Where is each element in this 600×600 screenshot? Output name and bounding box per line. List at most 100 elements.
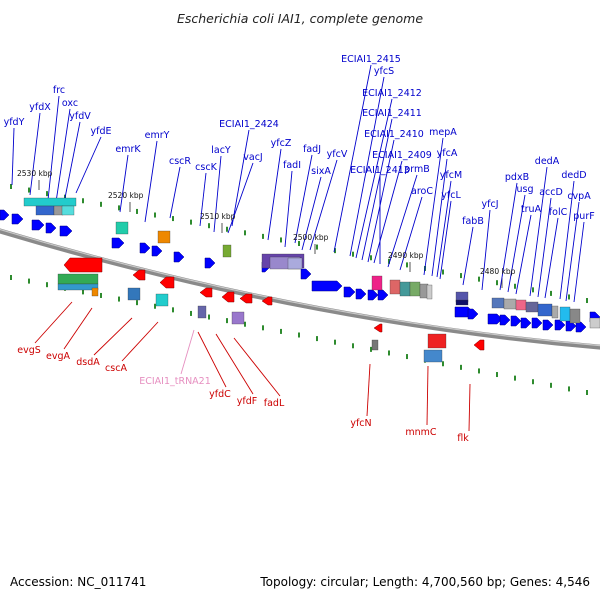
forward-gene-arrow — [139, 242, 151, 254]
forward-leader-line — [565, 201, 580, 302]
reverse-gene-arrow — [261, 296, 273, 306]
forward-leader-line — [309, 159, 338, 251]
forward-leader-line — [462, 226, 474, 286]
upper-scale-dot — [532, 287, 534, 293]
forward-gene-label-fadi: fadI — [283, 160, 301, 171]
feature-box — [53, 205, 64, 216]
lower-scale-dot — [514, 375, 516, 381]
forward-gene-arrow — [554, 319, 566, 331]
lower-scale-dot — [28, 278, 30, 284]
feature-box — [427, 333, 447, 349]
forward-gene-label-purf: purF — [573, 211, 594, 222]
forward-gene-label-oxc: oxc — [62, 98, 78, 109]
feature-box — [389, 279, 401, 295]
feature-box — [409, 281, 421, 297]
forward-gene-label-yfcm: yfcM — [440, 170, 462, 181]
lower-scale-dot — [82, 289, 84, 295]
feature-box — [423, 349, 443, 363]
forward-leader-line — [387, 174, 418, 268]
lower-scale-dot — [568, 386, 570, 392]
reverse-gene-arrow — [373, 323, 383, 333]
forward-leader-line — [75, 136, 102, 194]
forward-leader-line — [11, 127, 15, 186]
lower-scale-dot — [298, 332, 300, 338]
forward-leader-line — [373, 160, 403, 264]
feature-box — [371, 339, 379, 351]
forward-leader-line — [29, 112, 41, 196]
lower-scale-dot — [100, 292, 102, 298]
forward-leader-line — [169, 166, 181, 219]
forward-leader-line — [63, 121, 81, 204]
forward-gene-label-eciai1-2412: ECIAI1_2412 — [362, 88, 422, 99]
forward-gene-label-yfcj: yfcJ — [482, 199, 499, 210]
forward-gene-label-yfdy: yfdY — [4, 117, 25, 128]
forward-gene-label-vacj: vacJ — [243, 152, 262, 163]
lower-scale-dot — [280, 328, 282, 334]
feature-box — [399, 281, 411, 297]
lower-scale-dot — [46, 282, 48, 288]
feature-box — [155, 293, 169, 307]
forward-gene-arrow — [367, 289, 379, 301]
reverse-gene-arrow — [221, 291, 235, 303]
forward-leader-line — [231, 129, 250, 227]
forward-leader-line — [507, 194, 526, 293]
forward-leader-line — [573, 221, 585, 303]
forward-gene-arrow — [31, 219, 45, 231]
reverse-gene-label-dsda: dsdA — [76, 357, 100, 368]
forward-gene-label-trua: truA — [521, 204, 542, 215]
forward-gene-arrow — [355, 288, 367, 300]
forward-gene-label-eciai1-2415: ECIAI1_2415 — [341, 54, 401, 65]
accession-text: Accession: NC_011741 — [10, 575, 146, 589]
lower-scale-dot — [478, 368, 480, 374]
forward-leader-line — [439, 200, 452, 280]
forward-leader-line — [481, 209, 491, 291]
forward-leader-line — [119, 154, 129, 213]
reverse-gene-labels: evgS evgA dsdA cscA ECIAI1_tRNA21 yfdC yfdF fad… — [17, 345, 469, 444]
genome-map: 2530 kbp 2520 kbp 2510 kbp 2500 kbp 2490 kbp… — [0, 54, 600, 444]
feature-box — [127, 287, 141, 301]
forward-gene-label-yfdv: yfdV — [69, 111, 91, 122]
forward-gene-arrow — [111, 237, 125, 249]
topology-text: Topology: circular; Length: 4,700,560 bp… — [259, 575, 590, 589]
reverse-gene-label-eciai1-trna21: ECIAI1_tRNA21 — [139, 376, 211, 387]
forward-leader-line — [499, 182, 518, 291]
reverse-gene-label-fadl: fadL — [264, 398, 285, 409]
feature-box — [569, 308, 581, 324]
reverse-leader-line — [93, 317, 133, 356]
upper-scale-dot — [136, 208, 138, 214]
forward-gene-arrow — [542, 319, 554, 331]
upper-scale-dot — [352, 251, 354, 257]
feature-box — [525, 301, 539, 313]
lower-scale-dot — [460, 364, 462, 370]
reverse-leader-line — [121, 321, 159, 362]
upper-scale-dot — [10, 184, 12, 189]
forward-leader-line — [284, 170, 293, 248]
reverse-leader-line — [366, 363, 371, 417]
upper-scale-dot — [262, 233, 264, 239]
lower-scale-dot — [550, 382, 552, 388]
forward-gene-label-fabb: fabB — [462, 216, 484, 227]
feature-box — [589, 317, 600, 329]
forward-gene-label-aroc: aroC — [411, 186, 433, 197]
reverse-leader-line — [426, 365, 429, 426]
forward-gene-label-prmb: prmB — [404, 164, 430, 175]
upper-scale-dot — [154, 212, 156, 218]
forward-gene-arrow — [487, 313, 503, 325]
feature-box — [57, 283, 99, 291]
lower-scale-dot — [370, 346, 372, 352]
forward-leader-line — [537, 197, 552, 298]
reverse-leader-line — [215, 333, 254, 395]
feature-box — [491, 297, 505, 309]
forward-gene-label-fadj: fadJ — [303, 144, 321, 155]
feature-box — [419, 283, 429, 299]
upper-scale-dot — [298, 241, 300, 247]
upper-scale-dot — [244, 230, 246, 236]
reverse-gene-label-evga: evgA — [46, 351, 70, 362]
upper-scale-dot — [568, 294, 570, 300]
feature-box — [537, 303, 553, 317]
upper-scale-dot — [442, 269, 444, 275]
lower-scale-dot — [496, 372, 498, 378]
lower-scale-dot — [262, 325, 264, 331]
forward-gene-arrow — [0, 209, 10, 221]
feature-box — [287, 257, 303, 270]
